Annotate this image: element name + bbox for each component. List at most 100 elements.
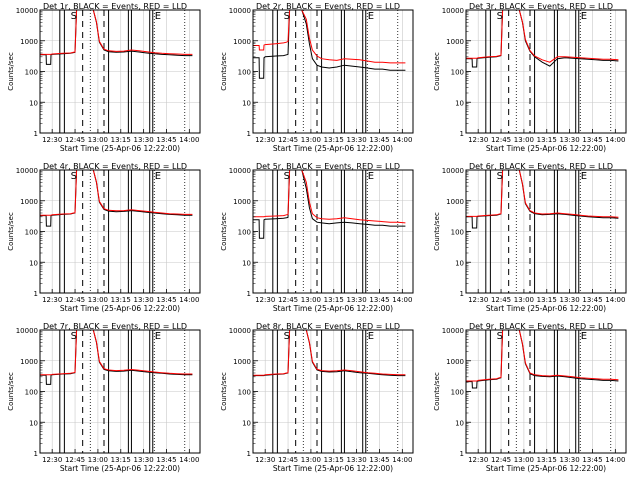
panel-title: Det 8r, BLACK = Events, RED = LLD [256,322,400,331]
x-tick-label: 13:15 [324,136,344,144]
y-tick-label: 10 [242,99,251,107]
panel-title: Det 5r, BLACK = Events, RED = LLD [256,162,400,171]
y-tick-label: 10000 [442,7,464,15]
x-tick-label: 14:00 [392,136,412,144]
x-tick-label: 12:45 [491,296,511,304]
y-tick-label: 1000 [446,38,464,46]
y-axis-label: Counts/sec [433,52,441,91]
y-tick-label: 100 [25,229,38,237]
x-tick-label: 13:00 [514,296,534,304]
x-axis-label: Start Time (25-Apr-06 12:22:00) [60,464,180,473]
x-tick-label: 13:45 [582,136,602,144]
x-tick-label: 14:00 [392,456,412,464]
detector-panel: S E Det 7r, BLACK = Events, RED = LLD 1 10 10… [0,320,213,480]
x-tick-label: 13:00 [88,296,108,304]
annotation-end-letter: E [581,11,587,22]
x-tick-label: 13:30 [134,296,154,304]
y-tick-label: 10 [455,99,464,107]
x-tick-label: 13:30 [134,136,154,144]
x-tick-label: 12:30 [468,296,488,304]
x-tick-label: 13:45 [156,136,176,144]
x-tick-label: 12:45 [278,296,298,304]
detector-panel: S E Det 3r, BLACK = Events, RED = LLD 1 10 10… [426,0,639,160]
series-line-events [466,330,619,389]
y-tick-label: 10000 [229,327,251,335]
annotation-end-letter: E [368,331,374,342]
y-tick-label: 10 [455,259,464,267]
y-tick-label: 1000 [20,198,38,206]
detector-panel: S E Det 8r, BLACK = Events, RED = LLD 1 10 10… [213,320,426,480]
series-line-lld [253,10,406,64]
y-tick-label: 1 [460,450,464,458]
y-tick-label: 1000 [233,38,251,46]
series-line-lld [40,330,193,376]
x-tick-label: 14:00 [179,296,199,304]
y-tick-label: 10000 [16,7,38,15]
x-tick-label: 12:30 [42,456,62,464]
x-tick-label: 13:00 [514,136,534,144]
x-tick-label: 12:45 [278,456,298,464]
annotation-end-letter: E [155,11,161,22]
y-tick-label: 10 [242,259,251,267]
y-tick-label: 100 [238,69,251,77]
y-tick-label: 10 [29,99,38,107]
x-tick-label: 12:45 [491,136,511,144]
x-tick-label: 13:15 [324,456,344,464]
annotation-start-letter: S [71,171,77,182]
y-axis-label: Counts/sec [433,372,441,411]
series-line-lld [40,170,193,216]
series-line-lld [466,170,619,218]
detector-panel: S E Det 5r, BLACK = Events, RED = LLD 1 10 10… [213,160,426,320]
x-tick-label: 12:30 [468,136,488,144]
annotation-end-letter: E [581,331,587,342]
x-tick-label: 12:30 [42,296,62,304]
x-tick-label: 13:15 [111,136,131,144]
y-tick-label: 10000 [229,7,251,15]
x-axis-label: Start Time (25-Apr-06 12:22:00) [60,144,180,153]
y-tick-label: 1 [34,450,38,458]
x-tick-label: 13:45 [156,456,176,464]
y-tick-label: 10000 [16,327,38,335]
x-tick-label: 13:00 [88,456,108,464]
x-axis-label: Start Time (25-Apr-06 12:22:00) [486,464,606,473]
series-line-events [466,170,619,229]
series-line-lld [466,330,619,382]
series-line-lld [253,170,406,224]
annotation-start-letter: S [71,11,77,22]
y-axis-label: Counts/sec [220,52,228,91]
annotation-start-letter: S [71,331,77,342]
detector-panel: S E Det 9r, BLACK = Events, RED = LLD 1 10 10… [426,320,639,480]
panel-title: Det 4r, BLACK = Events, RED = LLD [43,162,187,171]
panel-title: Det 1r, BLACK = Events, RED = LLD [43,2,187,11]
annotation-end-letter: E [368,11,374,22]
x-tick-label: 13:15 [537,136,557,144]
annotation-start-letter: S [284,11,290,22]
x-tick-label: 13:45 [369,296,389,304]
x-tick-label: 13:30 [347,136,367,144]
x-axis-label: Start Time (25-Apr-06 12:22:00) [486,304,606,313]
y-tick-label: 1 [247,450,251,458]
series-line-lld [466,10,619,63]
x-tick-label: 12:45 [65,456,85,464]
x-axis-label: Start Time (25-Apr-06 12:22:00) [273,464,393,473]
y-tick-label: 1 [34,290,38,298]
x-axis-label: Start Time (25-Apr-06 12:22:00) [60,304,180,313]
panel-title: Det 3r, BLACK = Events, RED = LLD [469,2,613,11]
x-tick-label: 13:00 [88,136,108,144]
annotation-end-letter: E [155,331,161,342]
detector-panel: S E Det 4r, BLACK = Events, RED = LLD 1 10 10… [0,160,213,320]
x-tick-label: 13:00 [301,296,321,304]
y-tick-label: 1 [460,130,464,138]
x-tick-label: 12:30 [255,296,275,304]
x-tick-label: 13:45 [156,296,176,304]
series-line-events [253,330,406,377]
panel-title: Det 2r, BLACK = Events, RED = LLD [256,2,400,11]
annotation-start-letter: S [284,171,290,182]
